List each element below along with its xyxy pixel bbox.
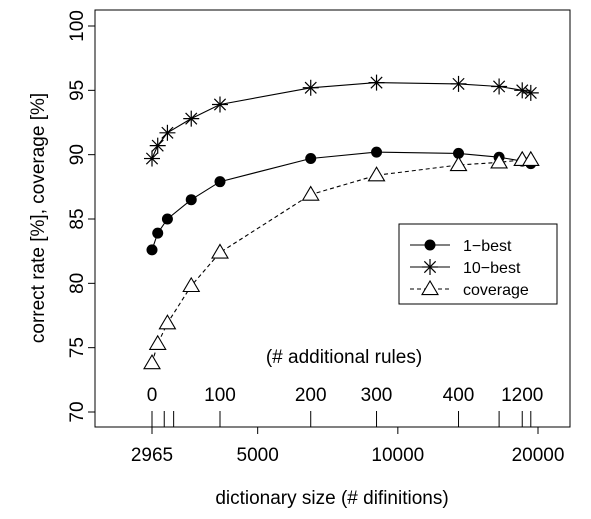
secondary-tick-label: 300 xyxy=(361,385,393,406)
data-point xyxy=(149,137,166,154)
data-point xyxy=(521,150,540,166)
legend-label: 1−best xyxy=(463,238,512,255)
secondary-axis: 0 100 200 300 400 1200 xyxy=(147,385,543,427)
y-tick-label: 75 xyxy=(67,337,88,358)
asterisk-stroke xyxy=(185,112,198,125)
y-axis: 70 75 80 85 90 95 100 xyxy=(67,10,95,423)
data-point xyxy=(449,155,468,172)
asterisk-stroke xyxy=(161,126,174,139)
data-point xyxy=(302,79,319,96)
asterisk-stroke xyxy=(516,84,529,97)
y-tick-label: 100 xyxy=(67,10,88,42)
data-point xyxy=(152,227,164,239)
legend-label: 10−best xyxy=(463,260,521,277)
data-point xyxy=(185,194,197,206)
series-2 xyxy=(144,74,539,167)
x-tick-label: 5000 xyxy=(237,445,279,466)
asterisk-stroke xyxy=(304,81,317,94)
asterisk-stroke xyxy=(213,98,227,111)
secondary-tick-label: 100 xyxy=(204,385,236,406)
asterisk-stroke xyxy=(493,80,506,93)
data-point xyxy=(182,276,201,293)
x-tick-label: 20000 xyxy=(512,445,565,466)
y-tick-label: 80 xyxy=(67,273,88,294)
data-point xyxy=(371,146,383,158)
data-point xyxy=(450,75,467,92)
asterisk-stroke xyxy=(151,139,164,152)
series-line xyxy=(151,82,531,159)
y-tick-label: 95 xyxy=(67,80,88,101)
y-tick-label: 85 xyxy=(67,208,88,229)
data-point xyxy=(211,243,229,259)
x-tick-label: 2965 xyxy=(131,445,173,466)
data-point xyxy=(491,78,508,95)
data-point xyxy=(159,124,176,141)
data-point xyxy=(453,147,465,159)
asterisk-stroke xyxy=(524,86,537,99)
series-layer xyxy=(143,74,540,370)
legend-marker xyxy=(422,259,438,275)
asterisk-stroke xyxy=(370,76,383,89)
secondary-tick-label: 1200 xyxy=(501,385,543,406)
secondary-tick-label: 400 xyxy=(443,385,475,406)
data-point xyxy=(144,150,160,167)
data-point xyxy=(301,185,320,201)
data-point xyxy=(367,166,386,182)
legend-marker xyxy=(424,239,436,251)
data-point xyxy=(183,110,200,127)
data-point xyxy=(158,314,177,330)
data-point xyxy=(148,334,167,350)
asterisk-stroke xyxy=(452,77,465,90)
data-point xyxy=(161,213,173,225)
secondary-tick-label: 200 xyxy=(295,385,327,406)
data-point xyxy=(211,96,228,113)
x-tick-label: 10000 xyxy=(371,445,424,466)
legend-label: coverage xyxy=(463,282,529,299)
legend: 1−best 10−best coverage xyxy=(398,223,558,305)
y-tick-label: 70 xyxy=(67,401,88,422)
data-point xyxy=(305,153,317,165)
x-axis-label: dictionary size (# difinitions) xyxy=(215,488,448,509)
data-point xyxy=(214,176,226,188)
y-tick-label: 90 xyxy=(67,144,88,165)
secondary-tick-label: 0 xyxy=(147,385,158,406)
x-axis: 2965 5000 10000 20000 xyxy=(131,427,565,466)
data-point xyxy=(146,244,158,256)
asterisk-stroke xyxy=(423,260,437,274)
secondary-axis-label: (# additional rules) xyxy=(266,347,422,368)
data-point xyxy=(490,153,509,169)
data-point xyxy=(143,354,161,370)
series-3 xyxy=(143,150,540,370)
asterisk-stroke xyxy=(145,152,159,165)
data-point xyxy=(522,84,539,101)
y-axis-label: correct rate [%], coverage [%] xyxy=(28,93,49,343)
legend-marker xyxy=(421,279,439,296)
data-point xyxy=(368,74,385,91)
